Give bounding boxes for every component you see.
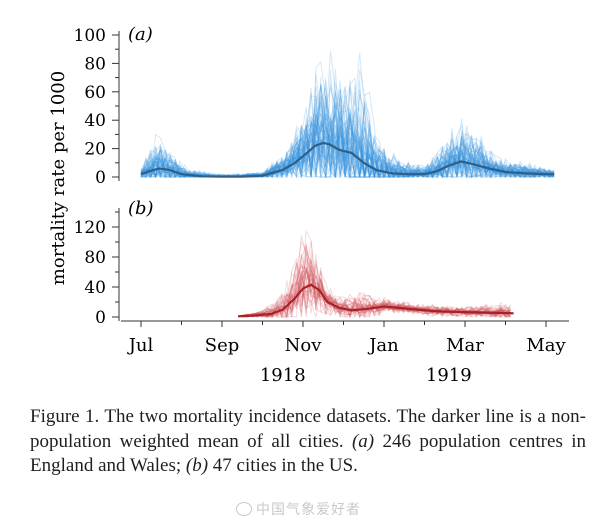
city-trace [141,52,555,179]
panel-a-city-traces [140,50,555,179]
city-trace [140,84,555,179]
year-label: 1919 [426,365,472,386]
y-tick-label: 40 [84,278,106,298]
city-trace [238,260,511,317]
city-trace [238,254,511,319]
city-trace [238,270,511,318]
year-label: 1918 [260,365,306,386]
city-trace [141,50,555,179]
y-tick-label: 100 [74,26,106,46]
watermark: 中国气象爱好者 [236,499,361,519]
city-trace [238,246,511,318]
city-trace [238,235,511,318]
y-tick-label: 40 [84,111,106,131]
caption-label-a: (a) [351,430,375,452]
city-trace [238,243,511,318]
panel-b-city-traces [238,229,511,319]
city-trace [140,117,555,179]
city-trace [140,114,555,179]
city-trace [238,229,511,319]
caption-middle: 246 population centres in England and Wa… [30,430,586,477]
y-tick-label: 80 [84,248,106,268]
city-trace [140,105,555,179]
city-trace [238,260,511,318]
panel-b-label: (b) [128,198,154,219]
city-trace [238,241,511,318]
city-trace [238,270,511,318]
city-trace [140,84,555,179]
x-tick-label: Mar [446,335,484,356]
panel-a-label: (a) [128,24,153,45]
panel-b: 0 40 80 120 (b) [74,198,514,328]
weibo-icon [236,502,252,516]
x-tick-label: May [526,335,566,356]
city-trace [238,274,511,318]
city-trace [140,85,555,179]
city-trace [238,240,511,319]
x-tick-label: Jul [127,335,154,356]
x-tick-label: Nov [285,335,323,356]
city-trace [140,96,555,179]
city-trace [238,274,511,317]
watermark-text: 中国气象爱好者 [256,502,361,518]
y-tick-label: 80 [84,54,106,74]
x-tick-label: Sep [205,335,240,356]
y-tick-label: 0 [95,168,106,188]
y-tick-label: 120 [74,218,106,238]
panel-a: 0 20 40 60 80 100 (a) [74,24,555,188]
panel-b-mean-line [238,283,514,318]
panel-a-mean-line [140,141,555,178]
panel-a-y-ticks: 0 20 40 60 80 100 [74,26,119,188]
figure-caption: Figure 1. The two mortality incidence da… [30,405,586,479]
city-trace [238,262,511,318]
city-trace [140,61,555,179]
panel-b-y-ticks: 0 40 80 120 [74,211,119,328]
x-axis: Jul Sep Nov Jan Mar May 1918 1919 [121,320,569,386]
y-axis-label: mortality rate per 1000 [48,71,69,285]
city-trace [140,89,555,179]
y-tick-label: 20 [84,140,106,160]
y-tick-label: 60 [84,83,106,103]
caption-suffix: 47 cities in the US. [208,455,358,476]
x-tick-label: Jan [367,335,399,356]
y-tick-label: 0 [95,308,106,328]
caption-prefix: Figure 1. The two mortality incidence da… [30,406,586,452]
caption-label-b: (b) [185,455,209,476]
city-trace [238,250,511,318]
